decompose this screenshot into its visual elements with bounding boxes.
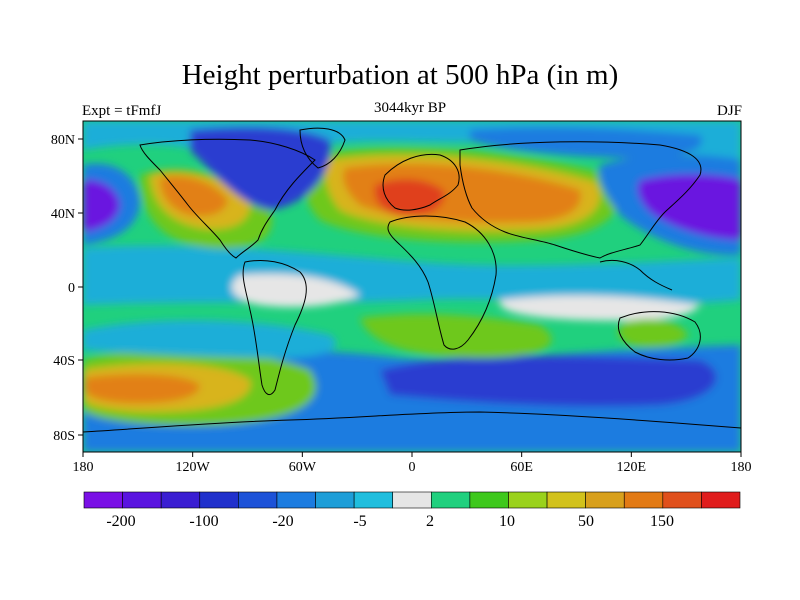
experiment-label: Expt = tFmfJ: [82, 103, 162, 119]
colorbar-swatch: [701, 491, 741, 509]
colorbar-label: -100: [189, 513, 218, 530]
lat-tick-label: 40S: [53, 354, 75, 369]
contour-north-america-low: [190, 127, 331, 210]
contour-south-atlantic: [360, 314, 552, 359]
colorbar-label: -200: [106, 513, 135, 530]
contour-nh-high-west-inner: [160, 176, 228, 217]
colorbar-label: 10: [499, 513, 515, 530]
lon-tick-label: 180: [73, 460, 94, 475]
lon-tick-label: 60W: [289, 460, 317, 475]
colorbar-swatch: [122, 491, 162, 509]
coastlines: [83, 127, 741, 433]
colorbar-swatch: [83, 491, 123, 509]
contour-sp-high-inner: [85, 374, 200, 404]
longitude-axis: 180 120W 60W 0 60E 120E 180: [73, 452, 752, 475]
coast-greenland: [299, 127, 346, 169]
colorbar-label: 150: [650, 513, 674, 530]
time-label: 3044kyr BP: [373, 100, 447, 116]
contour-southern-low: [380, 355, 717, 407]
lat-tick-label: 40N: [51, 207, 75, 222]
contour-nh-high-europe: [374, 179, 445, 217]
coast-africa: [387, 215, 497, 350]
contour-south-pacific-blue: [83, 320, 337, 359]
colorbar-swatch: [392, 491, 432, 509]
coast-europe: [382, 153, 460, 211]
coast-southeast-asia: [599, 259, 673, 291]
contour-indian-neutral: [499, 295, 700, 321]
lon-tick-label: 180: [731, 460, 752, 475]
coast-antarctica: [83, 411, 741, 433]
colorbar-swatch: [238, 491, 278, 509]
colorbar-swatch: [199, 491, 239, 509]
colorbar-swatch: [469, 491, 509, 509]
colorbar-swatch: [546, 491, 586, 509]
colorbar-swatch: [430, 491, 471, 509]
season-label: DJF: [716, 103, 742, 119]
colorbar-swatch: [585, 491, 625, 509]
colorbar-swatch: [276, 491, 316, 509]
colorbar-label: 50: [578, 513, 594, 530]
colorbar: -200 -100 -20 -5 2 10 50 150: [83, 491, 741, 530]
colorbar-swatch: [623, 491, 664, 509]
lon-tick-label: 0: [409, 460, 416, 475]
lon-tick-label: 120E: [617, 460, 647, 475]
colorbar-swatch: [508, 491, 548, 509]
colorbar-swatch: [353, 491, 394, 509]
colorbar-swatch: [315, 491, 355, 509]
coast-north-america: [139, 138, 316, 259]
colorbar-label: -20: [272, 513, 293, 530]
lat-tick-label: 80S: [53, 429, 75, 444]
latitude-axis: 80N 40N 0 40S 80S: [51, 133, 83, 444]
contour-australia-green: [618, 318, 688, 348]
contour-field: [83, 121, 741, 452]
contour-north-pacific-core: [637, 174, 741, 240]
coast-australia: [617, 311, 701, 361]
lat-tick-label: 0: [68, 281, 75, 296]
coast-south-america: [242, 259, 307, 396]
contour-aleutian-low-west-core: [83, 179, 120, 232]
contour-equatorial-neutral: [231, 273, 360, 307]
contour-siberia-low: [470, 127, 702, 159]
lat-tick-label: 80N: [51, 133, 75, 148]
colorbar-label: -5: [353, 513, 366, 530]
colorbar-swatch: [662, 491, 702, 509]
lon-tick-label: 60E: [510, 460, 533, 475]
colorbar-label: 2: [426, 513, 434, 530]
coast-asia: [459, 141, 702, 259]
chart-title: Height perturbation at 500 hPa (in m): [181, 59, 619, 91]
lon-tick-label: 120W: [176, 460, 211, 475]
colorbar-swatch: [160, 491, 201, 509]
